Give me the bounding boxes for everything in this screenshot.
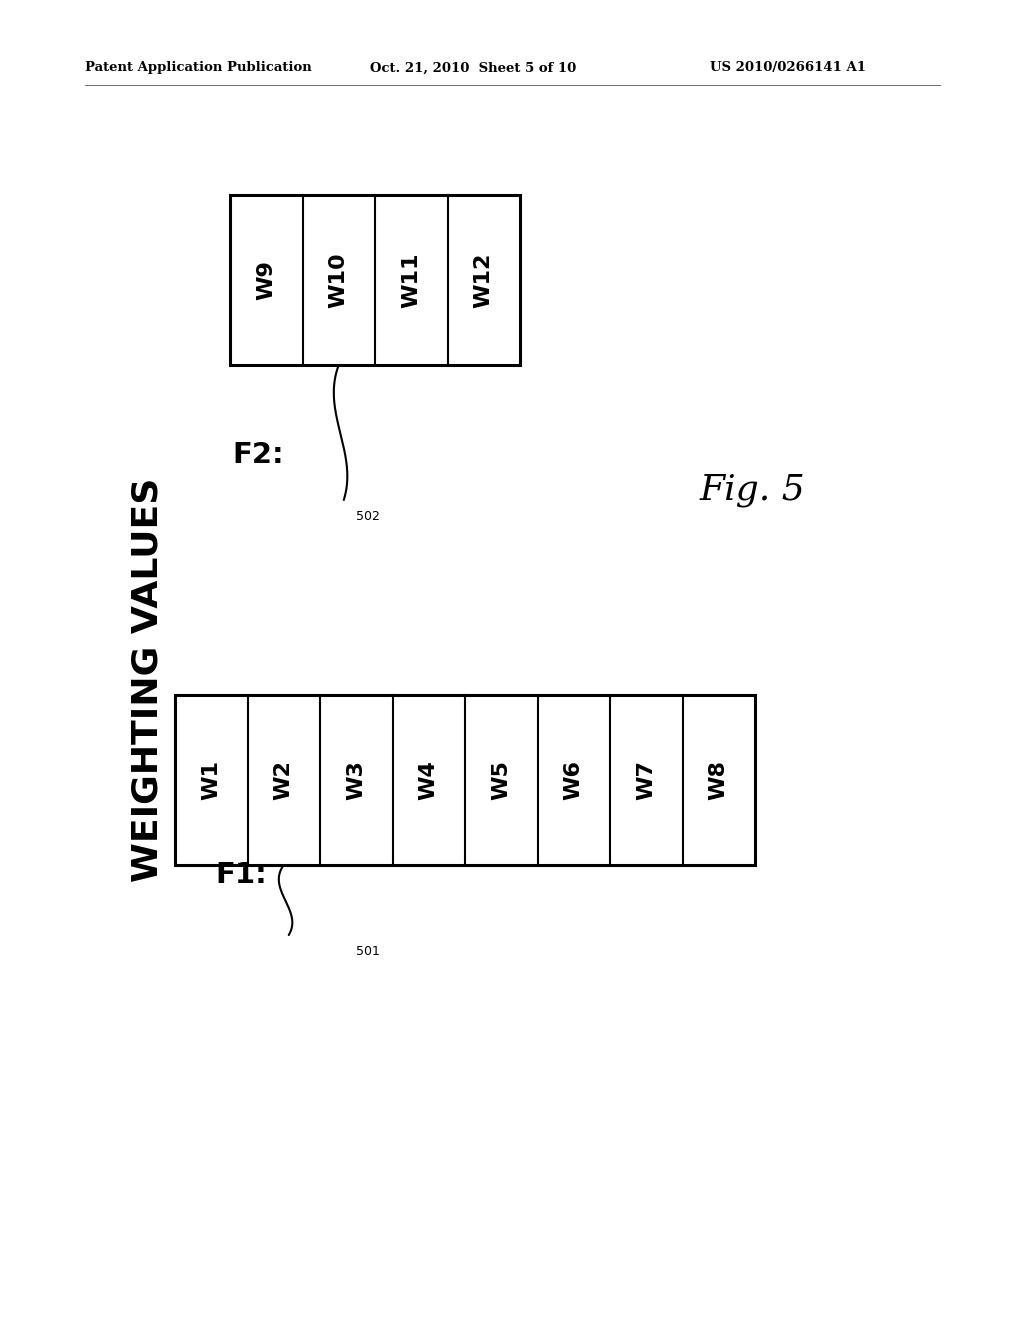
Text: W2: W2: [273, 760, 294, 800]
Text: WEIGHTING VALUES: WEIGHTING VALUES: [131, 478, 165, 882]
Text: 501: 501: [356, 945, 380, 958]
Text: F1:: F1:: [215, 861, 266, 888]
Text: Patent Application Publication: Patent Application Publication: [85, 62, 311, 74]
Text: Fig. 5: Fig. 5: [700, 473, 806, 507]
Text: W3: W3: [346, 760, 367, 800]
Text: W12: W12: [474, 252, 494, 308]
Text: W6: W6: [564, 760, 584, 800]
Text: W7: W7: [636, 760, 656, 800]
Text: W1: W1: [202, 760, 221, 800]
Bar: [230, 195, 520, 366]
Text: W5: W5: [492, 760, 511, 800]
Text: Oct. 21, 2010  Sheet 5 of 10: Oct. 21, 2010 Sheet 5 of 10: [370, 62, 577, 74]
Text: W8: W8: [709, 760, 729, 800]
Text: US 2010/0266141 A1: US 2010/0266141 A1: [710, 62, 866, 74]
Text: F2:: F2:: [232, 441, 284, 469]
Text: W9: W9: [256, 260, 276, 300]
Text: 502: 502: [356, 510, 380, 523]
Text: W11: W11: [401, 252, 421, 308]
Bar: [175, 696, 755, 865]
Text: W10: W10: [329, 252, 349, 308]
Text: W4: W4: [419, 760, 438, 800]
